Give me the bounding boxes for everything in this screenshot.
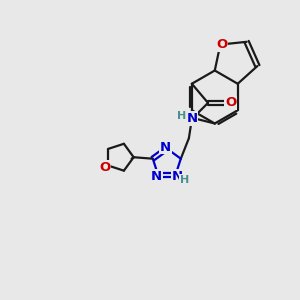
- Text: O: O: [99, 160, 110, 173]
- Text: O: O: [216, 38, 227, 51]
- Text: N: N: [171, 170, 182, 183]
- Text: H: H: [180, 175, 189, 184]
- Text: H: H: [177, 111, 186, 121]
- Text: O: O: [225, 96, 236, 110]
- Text: N: N: [186, 112, 197, 125]
- Text: N: N: [151, 170, 162, 183]
- Text: N: N: [160, 141, 171, 154]
- Text: F: F: [188, 112, 197, 126]
